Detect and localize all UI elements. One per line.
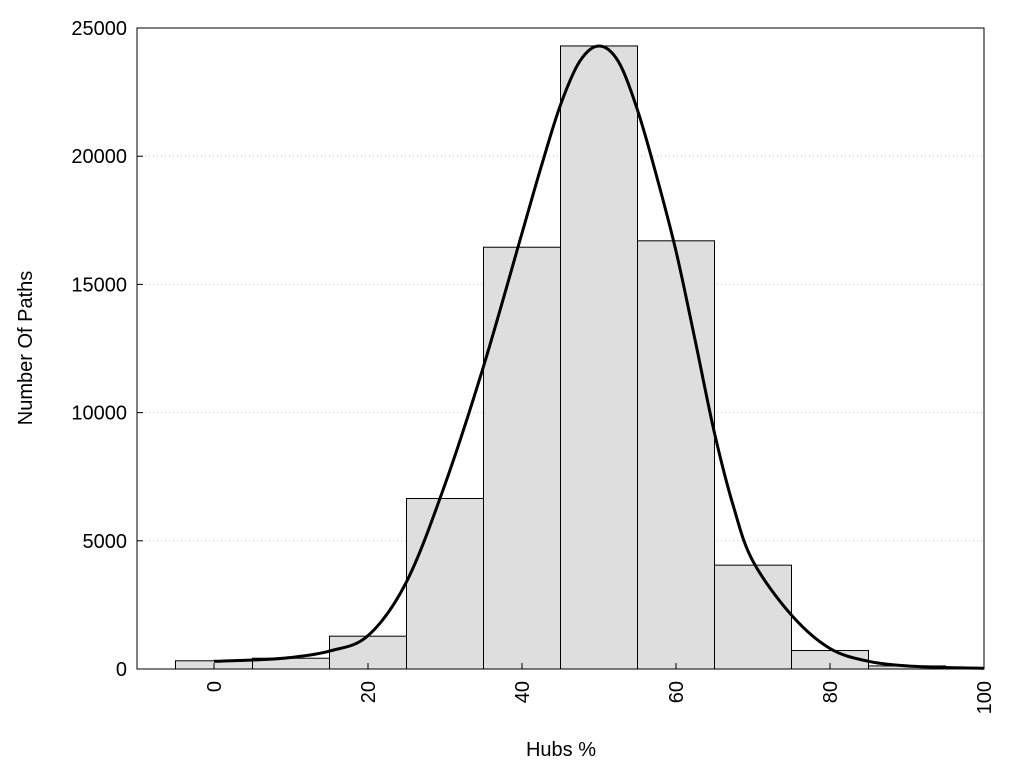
bar-70 <box>714 564 792 670</box>
x-tick-label: 40 <box>512 681 534 703</box>
y-axis-title: Number Of Paths <box>15 271 37 426</box>
bar-50 <box>560 45 638 670</box>
x-axis-ticks: 0 20 40 60 80 100 <box>204 663 996 714</box>
histogram-bars <box>175 45 946 670</box>
x-axis-title: Hubs % <box>526 739 596 761</box>
x-tick-label: 100 <box>974 681 996 714</box>
x-tick-label: 0 <box>204 681 226 692</box>
plot-frame <box>136 27 985 670</box>
y-tick-label: 15000 <box>71 274 127 296</box>
x-tick-label: 20 <box>358 681 380 703</box>
x-tick-label: 60 <box>666 681 688 703</box>
density-curve <box>213 44 985 670</box>
bar-60 <box>637 240 715 670</box>
y-tick-label: 25000 <box>71 18 127 40</box>
y-tick-label: 20000 <box>71 146 127 168</box>
density-curve-layer <box>213 44 985 670</box>
plot-border <box>136 27 985 670</box>
bar-40 <box>483 246 561 670</box>
y-tick-label: 5000 <box>83 531 128 553</box>
y-axis-ticks: 0 5000 10000 15000 20000 25000 <box>71 18 143 681</box>
y-tick-label: 0 <box>116 659 127 681</box>
x-tick-label: 80 <box>820 681 842 703</box>
bar-30 <box>406 497 484 670</box>
y-tick-label: 10000 <box>71 403 127 425</box>
